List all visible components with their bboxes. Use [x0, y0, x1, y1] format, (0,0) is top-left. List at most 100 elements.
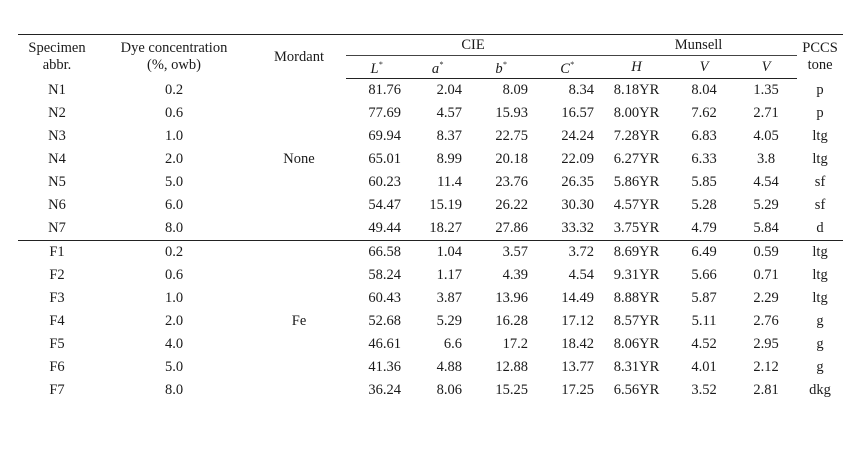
munsell-v2-cell: 2.12 [753, 359, 779, 375]
dye-concentration-cell: 0.6 [164, 267, 184, 283]
specimen-cell: N6 [48, 197, 66, 213]
table-row: F5 4.0 46.61 6.6 17.2 18.42 8.06YR 4.52 2.95 g [18, 333, 843, 356]
cie-b-cell: 15.93 [495, 105, 528, 121]
results-table-container: Specimen abbr. Dye concentration (%, owb… [18, 34, 844, 402]
table-row: N7 8.0 49.44 18.27 27.86 33.32 3.75YR 4.79 5.84 d [18, 217, 843, 241]
pccs-tone-cell: sf [814, 174, 826, 190]
mordant-header: Mordant [274, 48, 324, 65]
cie-a-cell: 2.04 [436, 82, 462, 98]
dye-concentration-cell: 1.0 [164, 290, 184, 306]
dye-header-line2: (%, owb) [147, 56, 201, 73]
munsell-v-cell: 4.52 [691, 336, 717, 352]
table-row: F2 0.6 58.24 1.17 4.39 4.54 9.31YR 5.66 0.71 ltg [18, 264, 843, 287]
munsell-v2-cell: 2.95 [753, 336, 779, 352]
table-row: N4 2.0 65.01 8.99 20.18 22.09 6.27YR 6.33 3.8 ltg [18, 148, 843, 171]
cie-a-cell: 6.6 [443, 336, 462, 352]
munsell-v-cell: 3.52 [691, 382, 717, 398]
specimen-cell: N4 [48, 151, 66, 167]
cie-a-cell: 11.4 [437, 174, 462, 190]
munsell-v-cell: 7.62 [691, 105, 717, 121]
specimen-header-line2: abbr. [42, 56, 72, 73]
cie-c-cell: 4.54 [568, 267, 595, 283]
fe-mordant-group: F1 0.2 Fe 66.58 1.04 3.57 3.72 8.69YR 6.49 0.59 lt… [18, 240, 844, 402]
munsell-h-cell: 8.06YR [613, 336, 660, 352]
munsell-v2-cell: 3.8 [756, 151, 776, 167]
cie-c-cell: 3.72 [534, 240, 601, 264]
table-row: N2 0.6 77.69 4.57 15.93 16.57 8.00YR 7.62 2.71 p [18, 102, 843, 125]
munsell-v2-cell: 2.71 [753, 105, 779, 121]
cie-c-cell: 14.49 [561, 290, 595, 306]
munsell-v-cell: 8.04 [691, 82, 717, 98]
cie-c-header: C* [534, 55, 601, 79]
cie-b-cell: 8.09 [502, 82, 528, 98]
pccs-tone-cell: g [816, 359, 824, 375]
munsell-v2-cell: 0.59 [735, 240, 798, 264]
munsell-h-cell: 7.28YR [613, 128, 660, 144]
pccs-header: PCCS tone [797, 35, 843, 79]
pccs-tone-cell: g [816, 336, 824, 352]
dye-concentration-cell: 5.0 [164, 174, 184, 190]
cie-b-cell: 4.39 [502, 267, 528, 283]
no-mordant-group: N1 0.2 None 81.76 2.04 8.09 8.34 8.18YR 8.04 1.35… [18, 79, 843, 241]
dye-header-line1: Dye concentration [120, 39, 228, 56]
cie-a-cell: 15.19 [429, 197, 462, 213]
munsell-h-cell: 8.18YR [613, 82, 660, 98]
munsell-h-cell: 5.86YR [613, 174, 660, 190]
pccs-tone-cell: ltg [812, 267, 828, 283]
munsell-h-cell: 8.88YR [613, 290, 660, 306]
dye-concentration-cell: 8.0 [164, 382, 184, 398]
munsell-v-cell: 6.33 [691, 151, 717, 167]
cie-c-cell: 8.34 [568, 82, 595, 98]
munsell-v2-cell: 5.84 [753, 220, 779, 236]
dye-concentration-cell: 2.0 [164, 151, 184, 167]
munsell-v-cell: 6.49 [673, 240, 736, 264]
cie-l-cell: 60.43 [368, 290, 401, 306]
cie-c-cell: 30.30 [561, 197, 595, 213]
dye-concentration-header: Dye concentration (%, owb) [96, 35, 252, 79]
pccs-tone-cell: d [816, 220, 824, 236]
cie-b-header: b* [468, 55, 534, 79]
specimen-cell: F6 [49, 359, 65, 375]
munsell-v-cell: 4.79 [691, 220, 717, 236]
cie-c-cell: 16.57 [561, 105, 595, 121]
table-row: N1 0.2 None 81.76 2.04 8.09 8.34 8.18YR 8.04 1.35… [18, 79, 843, 167]
dye-concentration-cell: 8.0 [164, 220, 184, 236]
munsell-h-cell: 9.31YR [613, 267, 660, 283]
specimen-cell: F3 [49, 290, 65, 306]
dye-concentration-cell: 0.6 [164, 105, 184, 121]
color-measurement-table: Specimen abbr. Dye concentration (%, owb… [18, 34, 844, 402]
cie-b-cell: 16.28 [495, 313, 528, 329]
specimen-header: Specimen abbr. [18, 35, 96, 79]
table-row: N6 6.0 54.47 15.19 26.22 30.30 4.57YR 5.28 5.29 s… [18, 194, 843, 217]
munsell-v2-cell: 2.76 [753, 313, 779, 329]
cie-l-cell: 49.44 [368, 220, 401, 236]
pccs-tone-cell: ltg [812, 290, 828, 306]
cie-c-cell: 17.25 [561, 382, 595, 398]
header-row-2: L* a* b* C* H V V [18, 55, 843, 79]
munsell-v2-cell: 0.71 [753, 267, 779, 283]
specimen-cell: F2 [49, 267, 65, 283]
cie-a-cell: 18.27 [429, 220, 462, 236]
cie-l-cell: 54.47 [368, 197, 401, 213]
table-row: N3 1.0 69.94 8.37 22.75 24.24 7.28YR 6.83 4.05 lt… [18, 125, 843, 148]
munsell-v2-cell: 4.05 [753, 128, 779, 144]
munsell-v-cell: 5.85 [691, 174, 717, 190]
pccs-header-line2: tone [807, 56, 833, 73]
cie-l-cell: 46.61 [368, 336, 401, 352]
cie-l-cell: 69.94 [368, 128, 401, 144]
cie-a-header: a* [407, 55, 468, 79]
cie-a-cell: 3.87 [436, 290, 462, 306]
munsell-v-cell: 4.01 [691, 359, 717, 375]
munsell-v2-cell: 2.29 [753, 290, 779, 306]
cie-a-cell: 8.99 [436, 151, 462, 167]
pccs-header-line1: PCCS [802, 39, 838, 56]
munsell-h-cell: 8.57YR [613, 313, 660, 329]
munsell-h-cell: 6.56YR [613, 382, 660, 398]
munsell-v-cell: 6.83 [691, 128, 717, 144]
cie-c-cell: 33.32 [561, 220, 595, 236]
cie-l-cell: 58.24 [368, 267, 401, 283]
munsell-v-cell: 5.66 [691, 267, 717, 283]
cie-b-cell: 23.76 [495, 174, 528, 190]
cie-c-cell: 24.24 [561, 128, 595, 144]
cie-b-cell: 13.96 [495, 290, 528, 306]
